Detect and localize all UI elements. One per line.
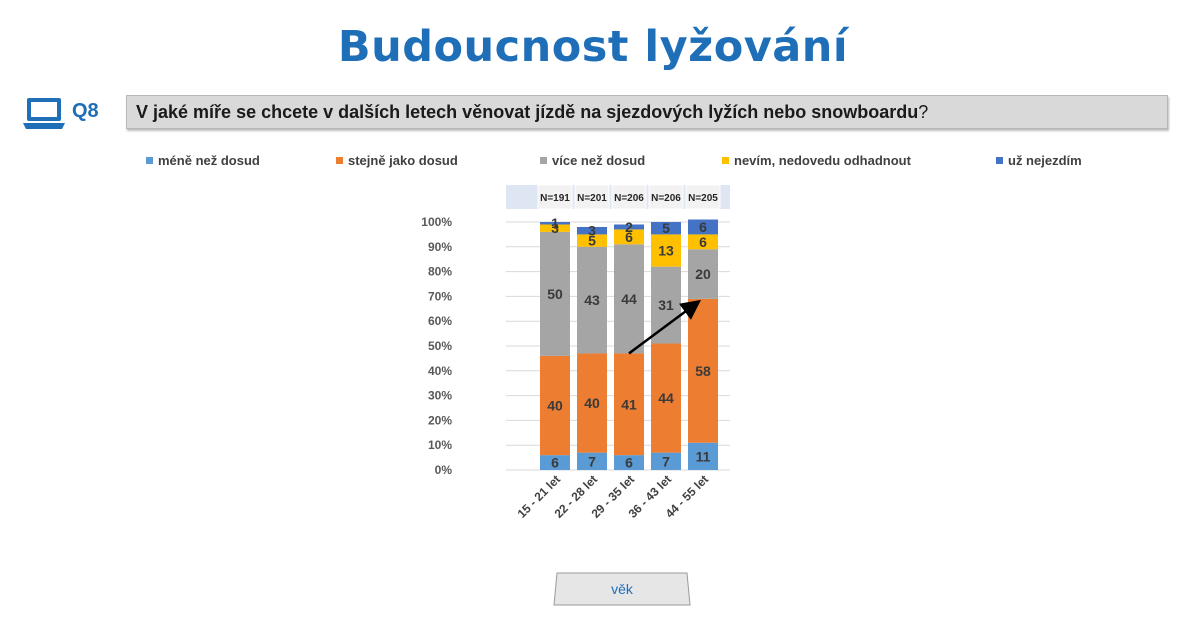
question-id: Q8 — [72, 100, 99, 122]
legend-label: nevím, nedovedu odhadnout — [734, 153, 911, 168]
bar-segment — [651, 234, 681, 267]
data-label: 3 — [588, 223, 596, 239]
data-label: 50 — [547, 286, 563, 302]
page-title: Budoucnost lyžování — [337, 22, 849, 72]
data-label: 5 — [662, 220, 670, 236]
y-tick-label: 0% — [435, 463, 453, 477]
data-label: 40 — [584, 395, 600, 411]
bar-segment — [651, 266, 681, 344]
trend-arrow — [628, 299, 702, 355]
y-tick-label: 100% — [421, 215, 452, 229]
bar-segment — [688, 298, 718, 443]
question-mark: ? — [918, 102, 929, 122]
bar-segment — [540, 231, 570, 356]
x-axis-button-shape — [553, 572, 691, 606]
n-label-cell — [537, 184, 573, 210]
legend-swatch — [540, 157, 547, 164]
data-label: 44 — [658, 390, 674, 406]
bar-segment — [577, 246, 607, 354]
bar-segment — [688, 234, 718, 250]
data-label: 5 — [588, 233, 596, 249]
legend-label: už nejezdím — [1008, 153, 1082, 168]
y-tick-label: 90% — [428, 240, 452, 254]
data-label: 6 — [625, 229, 633, 245]
y-tick-label: 20% — [428, 413, 452, 427]
data-label: 43 — [584, 292, 600, 308]
bar-segment — [651, 452, 681, 470]
question-text: V jaké míře se chcete v dalších letech v… — [136, 102, 919, 122]
legend-label: více než dosud — [552, 153, 646, 168]
chart-legend: méně než dosud stejně jako dosud více než … — [0, 153, 1186, 173]
data-label: 6 — [699, 234, 707, 250]
bar-segment — [540, 224, 570, 232]
y-tick-label: 30% — [428, 389, 452, 403]
bar-segment — [577, 452, 607, 470]
data-label: 58 — [695, 363, 711, 379]
data-label: 20 — [695, 266, 711, 282]
bar-segment — [540, 355, 570, 456]
legend-item: stejně jako dosud — [336, 153, 458, 168]
n-label: N=201 — [577, 193, 607, 204]
legend-label: méně než dosud — [158, 153, 260, 168]
bar-segment — [688, 219, 718, 235]
n-label-cell — [685, 184, 721, 210]
bar-segment — [614, 353, 644, 456]
data-label: 7 — [588, 453, 596, 469]
bar-segment — [577, 353, 607, 453]
y-tick-label: 50% — [428, 339, 452, 353]
bar-segment — [651, 343, 681, 453]
y-tick-label: 70% — [428, 289, 452, 303]
bar-segment — [688, 442, 718, 470]
bar-segment — [540, 455, 570, 470]
bar-segment — [614, 229, 644, 245]
bar-segment — [651, 222, 681, 235]
legend-swatch — [336, 157, 343, 164]
data-label: 6 — [699, 219, 707, 235]
legend-item: už nejezdím — [996, 153, 1082, 168]
x-axis-button[interactable]: věk — [553, 572, 691, 606]
legend-swatch — [722, 157, 729, 164]
data-label: 13 — [658, 243, 674, 259]
bar-segment — [577, 226, 607, 235]
bar-segment — [688, 249, 718, 299]
laptop-icon — [23, 98, 65, 129]
bar-segment — [614, 224, 644, 230]
n-label-cell — [611, 184, 647, 210]
y-tick-label: 40% — [428, 364, 452, 378]
legend-item: méně než dosud — [146, 153, 260, 168]
data-label: 7 — [662, 453, 670, 469]
legend-swatch — [146, 157, 153, 164]
data-label: 1 — [551, 215, 559, 231]
x-axis-button-label: věk — [611, 581, 633, 597]
legend-item: více než dosud — [540, 153, 645, 168]
n-label-cell — [574, 184, 610, 210]
n-label-cell — [648, 184, 684, 210]
data-label: 6 — [551, 455, 559, 471]
y-tick-label: 60% — [428, 314, 452, 328]
n-label: N=191 — [540, 193, 570, 204]
question-box: V jaké míře se chcete v dalších letech v… — [126, 95, 1168, 129]
legend-swatch — [996, 157, 1003, 164]
data-label: 6 — [625, 455, 633, 471]
bar-segment — [540, 222, 570, 225]
data-label: 2 — [625, 219, 633, 235]
data-label: 11 — [696, 448, 711, 464]
data-label: 31 — [658, 297, 674, 313]
n-label: N=205 — [688, 193, 718, 204]
legend-item: nevím, nedovedu odhadnout — [722, 153, 911, 168]
n-label: N=206 — [651, 193, 681, 204]
data-label: 44 — [621, 291, 637, 307]
data-label: 41 — [621, 396, 637, 412]
bar-segment — [577, 234, 607, 247]
bar-segment — [614, 244, 644, 354]
legend-label: stejně jako dosud — [348, 153, 458, 168]
y-tick-label: 10% — [428, 438, 452, 452]
y-tick-label: 80% — [428, 265, 452, 279]
data-label: 40 — [547, 398, 563, 414]
n-label: N=206 — [614, 193, 644, 204]
bar-segment — [614, 455, 644, 470]
data-label: 3 — [551, 220, 559, 236]
